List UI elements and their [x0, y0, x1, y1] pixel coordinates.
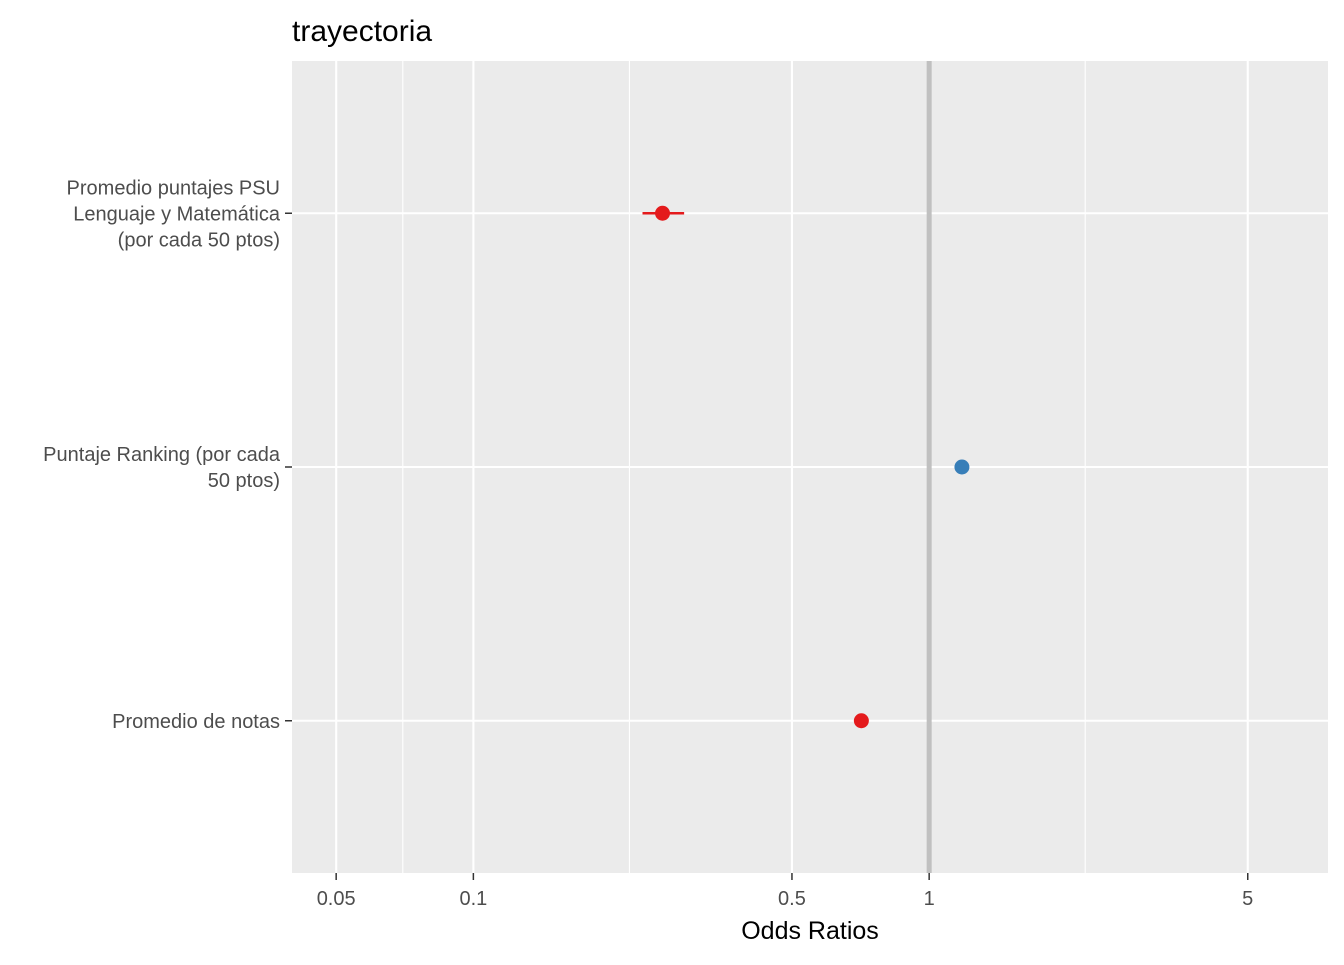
x-axis-label: Odds Ratios — [741, 917, 879, 945]
x-tick-label: 0.5 — [778, 888, 806, 910]
data-point — [655, 205, 671, 221]
y-tick-label: Puntaje Ranking (por cada 50 ptos) — [43, 444, 281, 492]
x-tick-label: 0.05 — [317, 888, 356, 910]
y-tick-label: Promedio puntajes PSU Lenguaje y Matemáti… — [67, 177, 281, 251]
y-tick-label: Promedio de notas — [112, 711, 280, 733]
x-tick-label: 0.1 — [459, 888, 487, 910]
data-point — [954, 459, 970, 475]
data-point — [853, 713, 869, 729]
chart-title: trayectoria — [292, 15, 432, 48]
x-tick-label: 5 — [1242, 888, 1253, 910]
x-tick-label: 1 — [924, 888, 935, 910]
